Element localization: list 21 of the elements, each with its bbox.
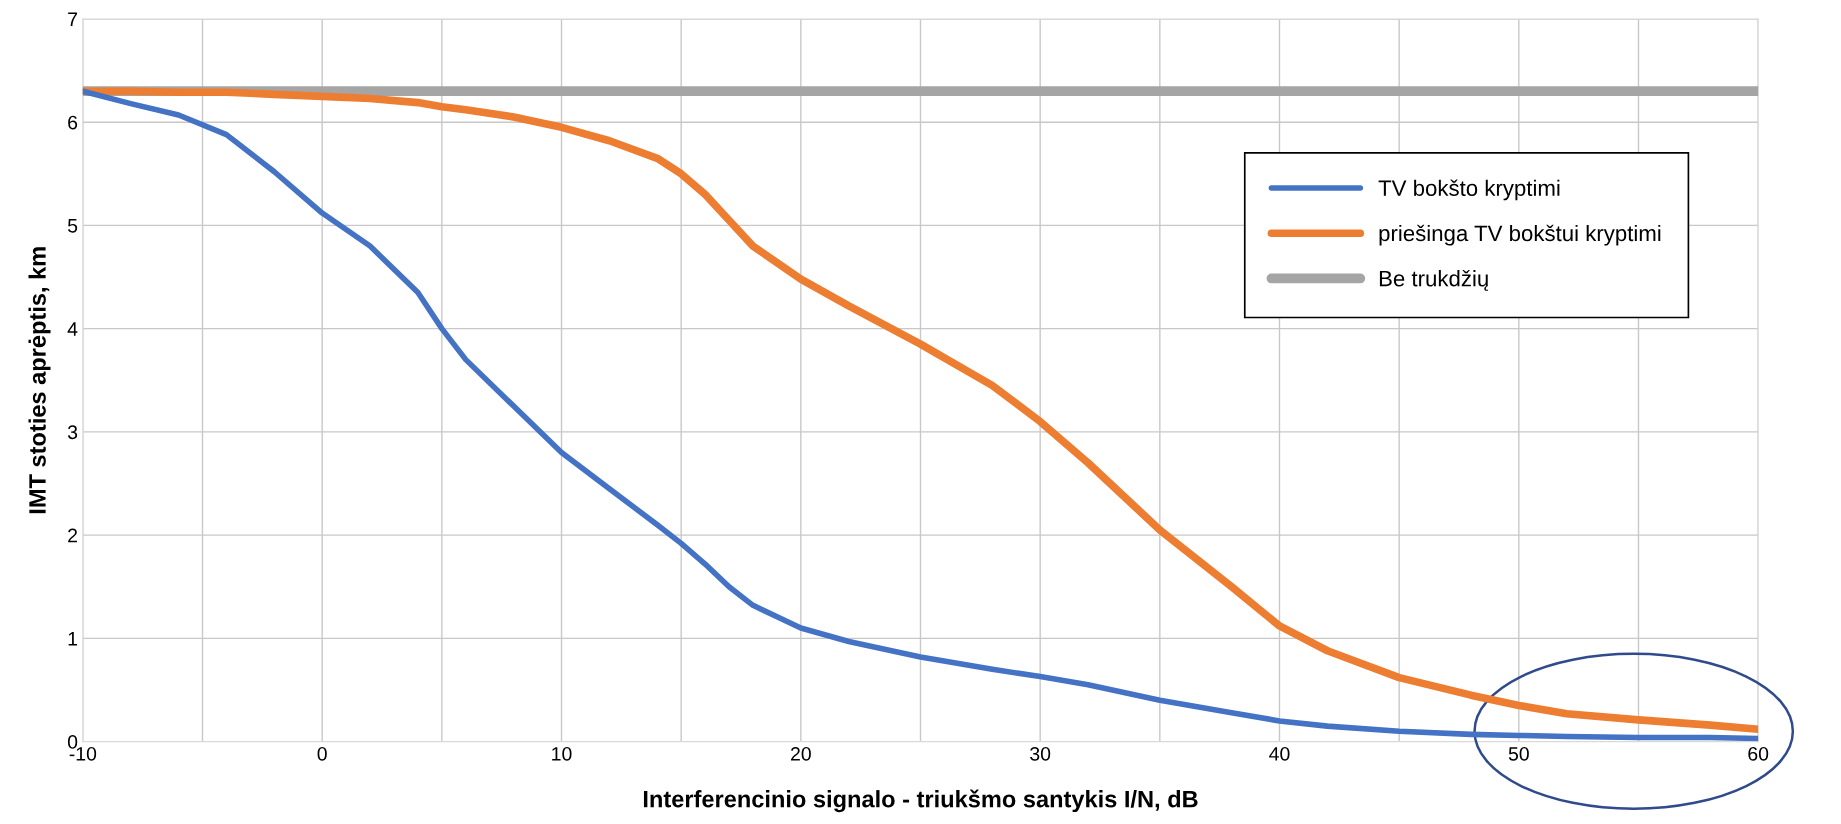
- x-tick-label: 50: [1508, 746, 1529, 761]
- legend-label: priešinga TV bokštui kryptimi: [1379, 224, 1661, 246]
- y-axis-title: IMT stoties aprėptis, km: [28, 247, 51, 514]
- y-tick-label: 0: [67, 735, 78, 749]
- x-tick-label: 10: [552, 746, 572, 761]
- y-tick-label: 7: [68, 12, 78, 26]
- legend-label: TV bokšto kryptimi: [1378, 179, 1560, 201]
- y-tick-label: 6: [68, 115, 78, 130]
- x-tick-label: 20: [791, 746, 811, 761]
- x-tick-label: 30: [1030, 746, 1051, 761]
- x-tick-label: -10: [69, 746, 97, 761]
- y-tick-label: 4: [67, 322, 78, 336]
- x-axis-title: Interferencinio signalo - triukšmo santykis I/N, dB: [643, 789, 1198, 813]
- y-tick-label: 5: [67, 219, 78, 233]
- x-tick-label: 60: [1748, 746, 1769, 761]
- x-tick-label: 0: [317, 746, 327, 761]
- y-tick-label: 2: [68, 528, 78, 543]
- legend-label: Be trukdžių: [1379, 270, 1489, 291]
- x-tick-label: 40: [1269, 746, 1290, 761]
- y-tick-label: 1: [68, 632, 78, 646]
- y-tick-label: 3: [67, 425, 78, 440]
